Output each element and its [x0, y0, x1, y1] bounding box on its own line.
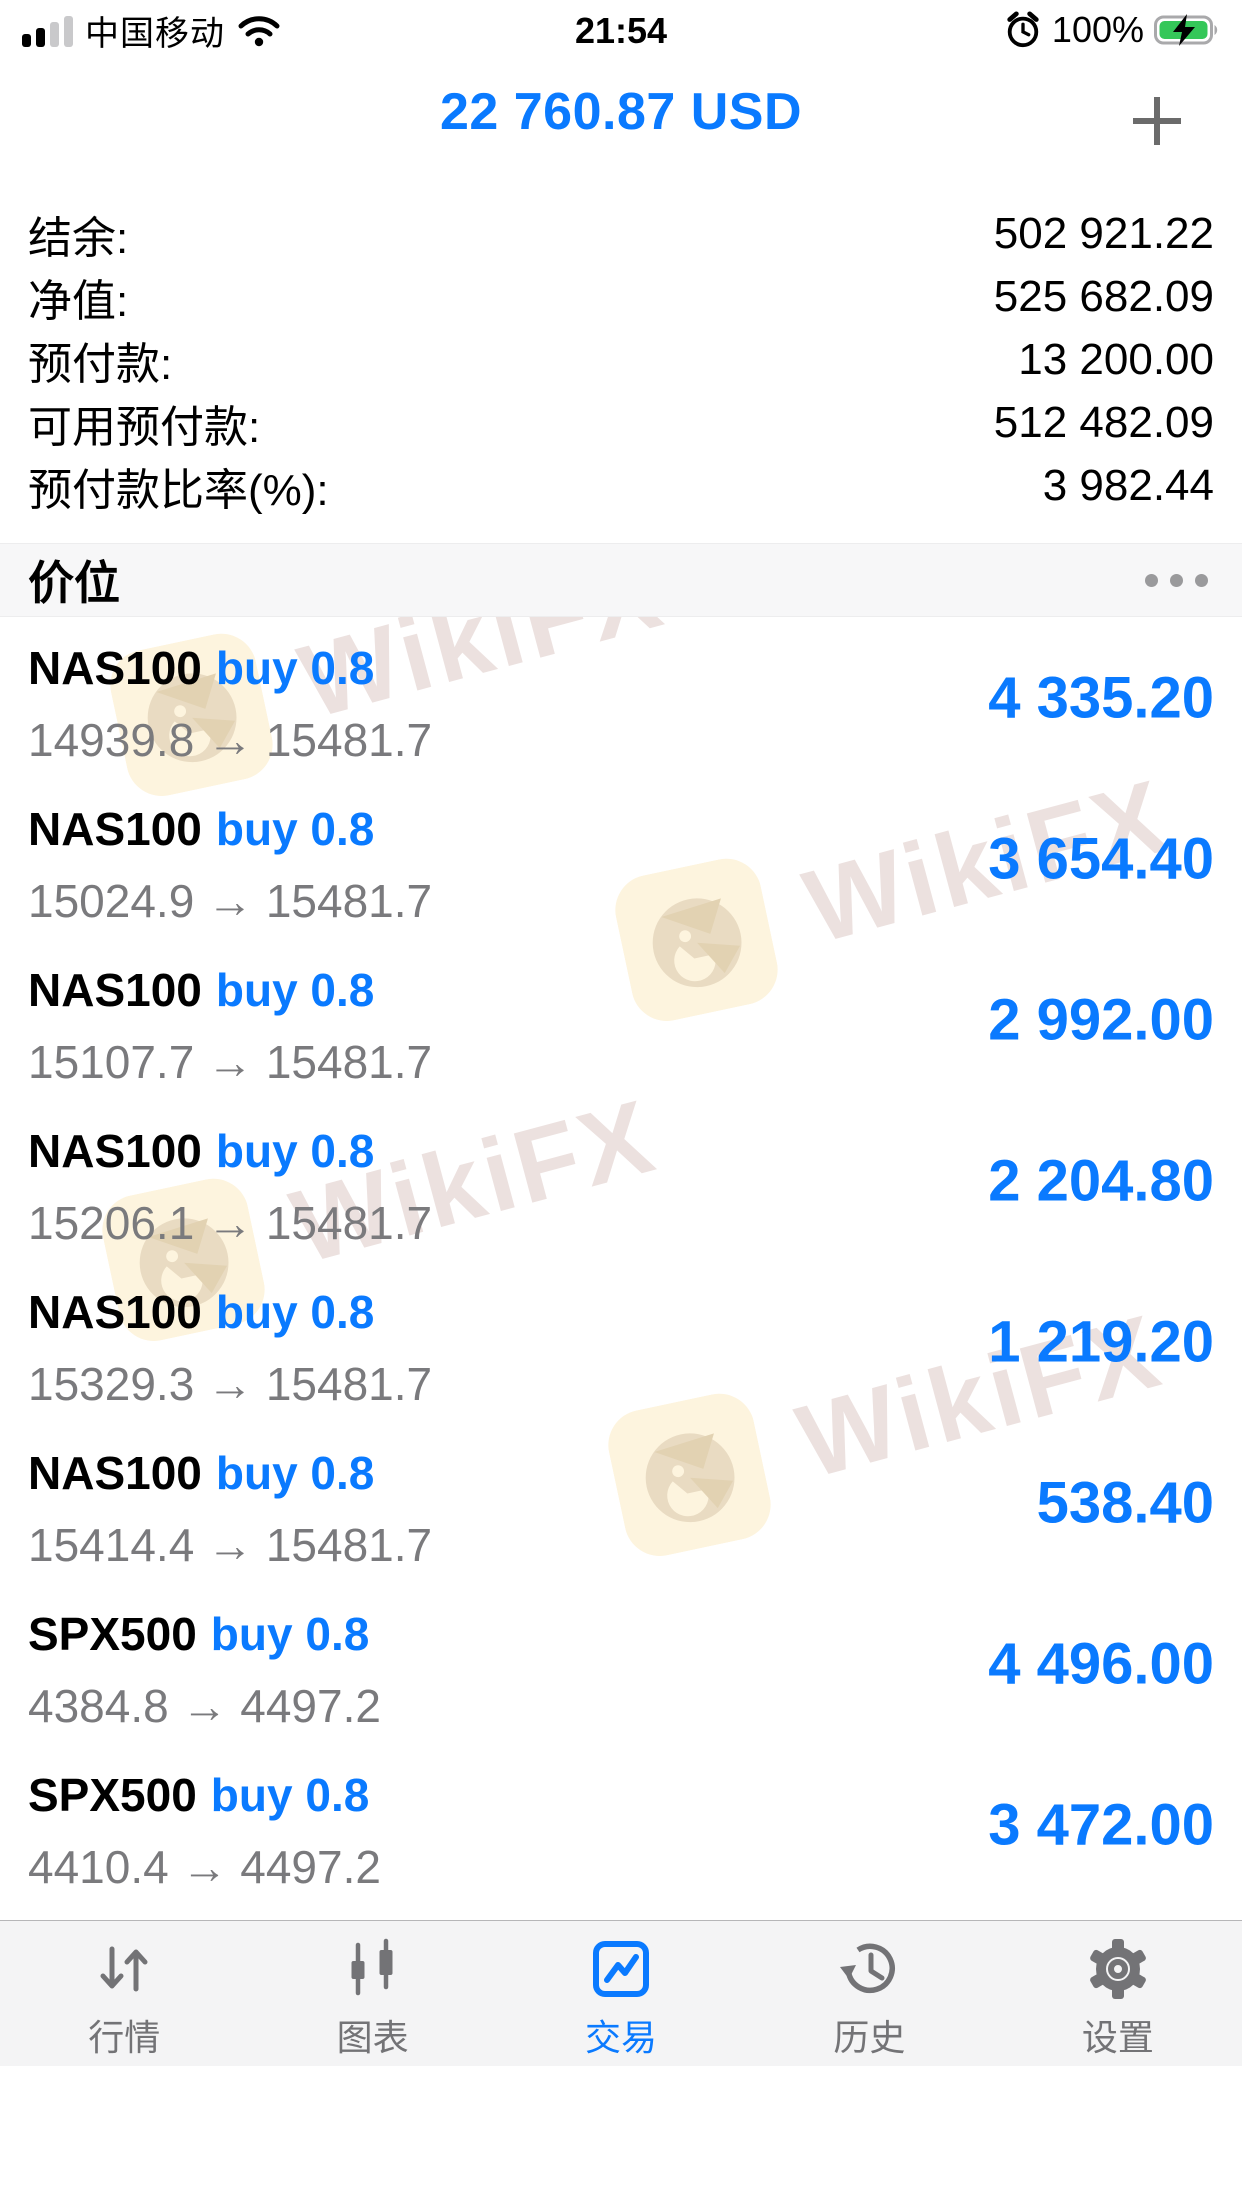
- positions-menu-button[interactable]: [1145, 564, 1208, 597]
- summary-row-margin-level: 预付款比率(%): 3 982.44: [0, 454, 1242, 517]
- summary-label: 可用预付款:: [28, 402, 261, 452]
- position-profit: 538.40: [1036, 1470, 1214, 1535]
- position-row[interactable]: NAS100 buy 0.8 15414.4 → 15481.7 538.40: [0, 1422, 1242, 1583]
- position-row[interactable]: SPX500 buy 0.8 4410.4 → 4497.2 3 472.00: [0, 1744, 1242, 1905]
- tab-label: 图表: [336, 2017, 409, 2058]
- positions-section-header: 价位: [0, 543, 1242, 617]
- position-row[interactable]: NAS100 buy 0.8 15024.9 → 15481.7 3 654.40: [0, 778, 1242, 939]
- position-side-volume: buy 0.8: [215, 1447, 375, 1499]
- position-profit: 3 654.40: [988, 826, 1214, 891]
- summary-value: 502 921.22: [993, 208, 1214, 258]
- wifi-icon: [238, 16, 280, 47]
- position-title: NAS100 buy 0.8: [28, 1285, 374, 1339]
- tab-trade[interactable]: 交易: [497, 1921, 745, 2066]
- battery-percent-label: 100%: [1051, 9, 1144, 50]
- tab-label: 历史: [833, 2017, 906, 2058]
- positions-list: NAS100 buy 0.8 14939.8 → 15481.7 4 335.20…: [0, 617, 1242, 2066]
- candlestick-chart-icon: [341, 1935, 405, 2003]
- history-clock-icon: [837, 1935, 901, 2003]
- tab-settings[interactable]: 设置: [994, 1921, 1242, 2066]
- arrows-up-down-icon: [92, 1935, 156, 2003]
- clock-label: 21:54: [574, 10, 668, 51]
- summary-row-margin: 预付款: 13 200.00: [0, 328, 1242, 391]
- account-header: 22 760.87 USD: [0, 60, 1242, 188]
- summary-value: 512 482.09: [993, 397, 1214, 447]
- position-symbol: SPX500: [28, 1769, 197, 1821]
- position-prices: 4410.4 → 4497.2: [28, 1841, 381, 1893]
- gear-icon: [1086, 1935, 1150, 2003]
- tab-bar: 行情 图表: [0, 1920, 1242, 2066]
- account-balance-title: 22 760.87 USD: [439, 83, 803, 141]
- cellular-signal-icon: [22, 13, 73, 47]
- position-title: NAS100 buy 0.8: [28, 963, 374, 1017]
- position-prices: 15206.1 → 15481.7: [28, 1197, 433, 1249]
- position-side-volume: buy 0.8: [210, 1608, 370, 1660]
- position-side-volume: buy 0.8: [215, 964, 375, 1016]
- position-symbol: NAS100: [28, 1447, 202, 1499]
- tab-charts[interactable]: 图表: [248, 1921, 496, 2066]
- position-side-volume: buy 0.8: [215, 1125, 375, 1177]
- position-prices: 15329.3 → 15481.7: [28, 1358, 433, 1410]
- position-prices: 15024.9 → 15481.7: [28, 875, 433, 927]
- position-side-volume: buy 0.8: [215, 803, 375, 855]
- position-profit: 4 496.00: [988, 1631, 1214, 1696]
- position-symbol: NAS100: [28, 964, 202, 1016]
- summary-label: 预付款比率(%):: [28, 465, 329, 515]
- position-prices: 14939.8 → 15481.7: [28, 714, 433, 766]
- position-symbol: NAS100: [28, 642, 202, 694]
- trade-chart-icon: [589, 1935, 653, 2003]
- alarm-icon: [1007, 11, 1039, 48]
- position-title: NAS100 buy 0.8: [28, 641, 374, 695]
- position-prices: 15414.4 → 15481.7: [28, 1519, 433, 1571]
- position-profit: 4 335.20: [988, 665, 1214, 730]
- position-side-volume: buy 0.8: [210, 1769, 370, 1821]
- position-row[interactable]: NAS100 buy 0.8 14939.8 → 15481.7 4 335.20: [0, 617, 1242, 778]
- position-title: NAS100 buy 0.8: [28, 1446, 374, 1500]
- carrier-label: 中国移动: [85, 14, 225, 53]
- account-summary: 结余: 502 921.22 净值: 525 682.09 预付款: 13 20…: [0, 202, 1242, 517]
- summary-value: 525 682.09: [993, 271, 1214, 321]
- position-profit: 3 472.00: [988, 1792, 1214, 1857]
- position-row[interactable]: NAS100 buy 0.8 15107.7 → 15481.7 2 992.00: [0, 939, 1242, 1100]
- battery-charging-icon: [1154, 14, 1218, 46]
- position-symbol: NAS100: [28, 803, 202, 855]
- add-order-button[interactable]: [1128, 92, 1186, 150]
- summary-row-free-margin: 可用预付款: 512 482.09: [0, 391, 1242, 454]
- position-prices: 15107.7 → 15481.7: [28, 1036, 433, 1088]
- plus-icon: [1133, 97, 1181, 145]
- summary-value: 3 982.44: [1042, 460, 1214, 510]
- summary-label: 净值:: [28, 276, 129, 326]
- position-title: NAS100 buy 0.8: [28, 802, 374, 856]
- position-profit: 1 219.20: [988, 1309, 1214, 1374]
- summary-label: 结余:: [28, 213, 129, 263]
- position-title: NAS100 buy 0.8: [28, 1124, 374, 1178]
- position-row[interactable]: SPX500 buy 0.8 4384.8 → 4497.2 4 496.00: [0, 1583, 1242, 1744]
- positions-section-title: 价位: [28, 557, 120, 609]
- tab-label: 交易: [585, 2017, 658, 2058]
- summary-row-balance: 结余: 502 921.22: [0, 202, 1242, 265]
- position-profit: 2 204.80: [988, 1148, 1214, 1213]
- summary-value: 13 200.00: [1018, 334, 1214, 384]
- position-side-volume: buy 0.8: [215, 642, 375, 694]
- position-symbol: NAS100: [28, 1286, 202, 1338]
- tab-history[interactable]: 历史: [745, 1921, 993, 2066]
- tab-label: 设置: [1081, 2017, 1154, 2058]
- position-symbol: SPX500: [28, 1608, 197, 1660]
- tab-label: 行情: [88, 2017, 161, 2058]
- tab-quotes[interactable]: 行情: [0, 1921, 248, 2066]
- position-row[interactable]: NAS100 buy 0.8 15206.1 → 15481.7 2 204.80: [0, 1100, 1242, 1261]
- position-side-volume: buy 0.8: [215, 1286, 375, 1338]
- summary-label: 预付款:: [28, 339, 173, 389]
- position-profit: 2 992.00: [988, 987, 1214, 1052]
- summary-row-equity: 净值: 525 682.09: [0, 265, 1242, 328]
- position-row[interactable]: NAS100 buy 0.8 15329.3 → 15481.7 1 219.20: [0, 1261, 1242, 1422]
- position-prices: 4384.8 → 4497.2: [28, 1680, 381, 1732]
- status-bar: 中国移动 21:54 100%: [0, 0, 1242, 60]
- position-symbol: NAS100: [28, 1125, 202, 1177]
